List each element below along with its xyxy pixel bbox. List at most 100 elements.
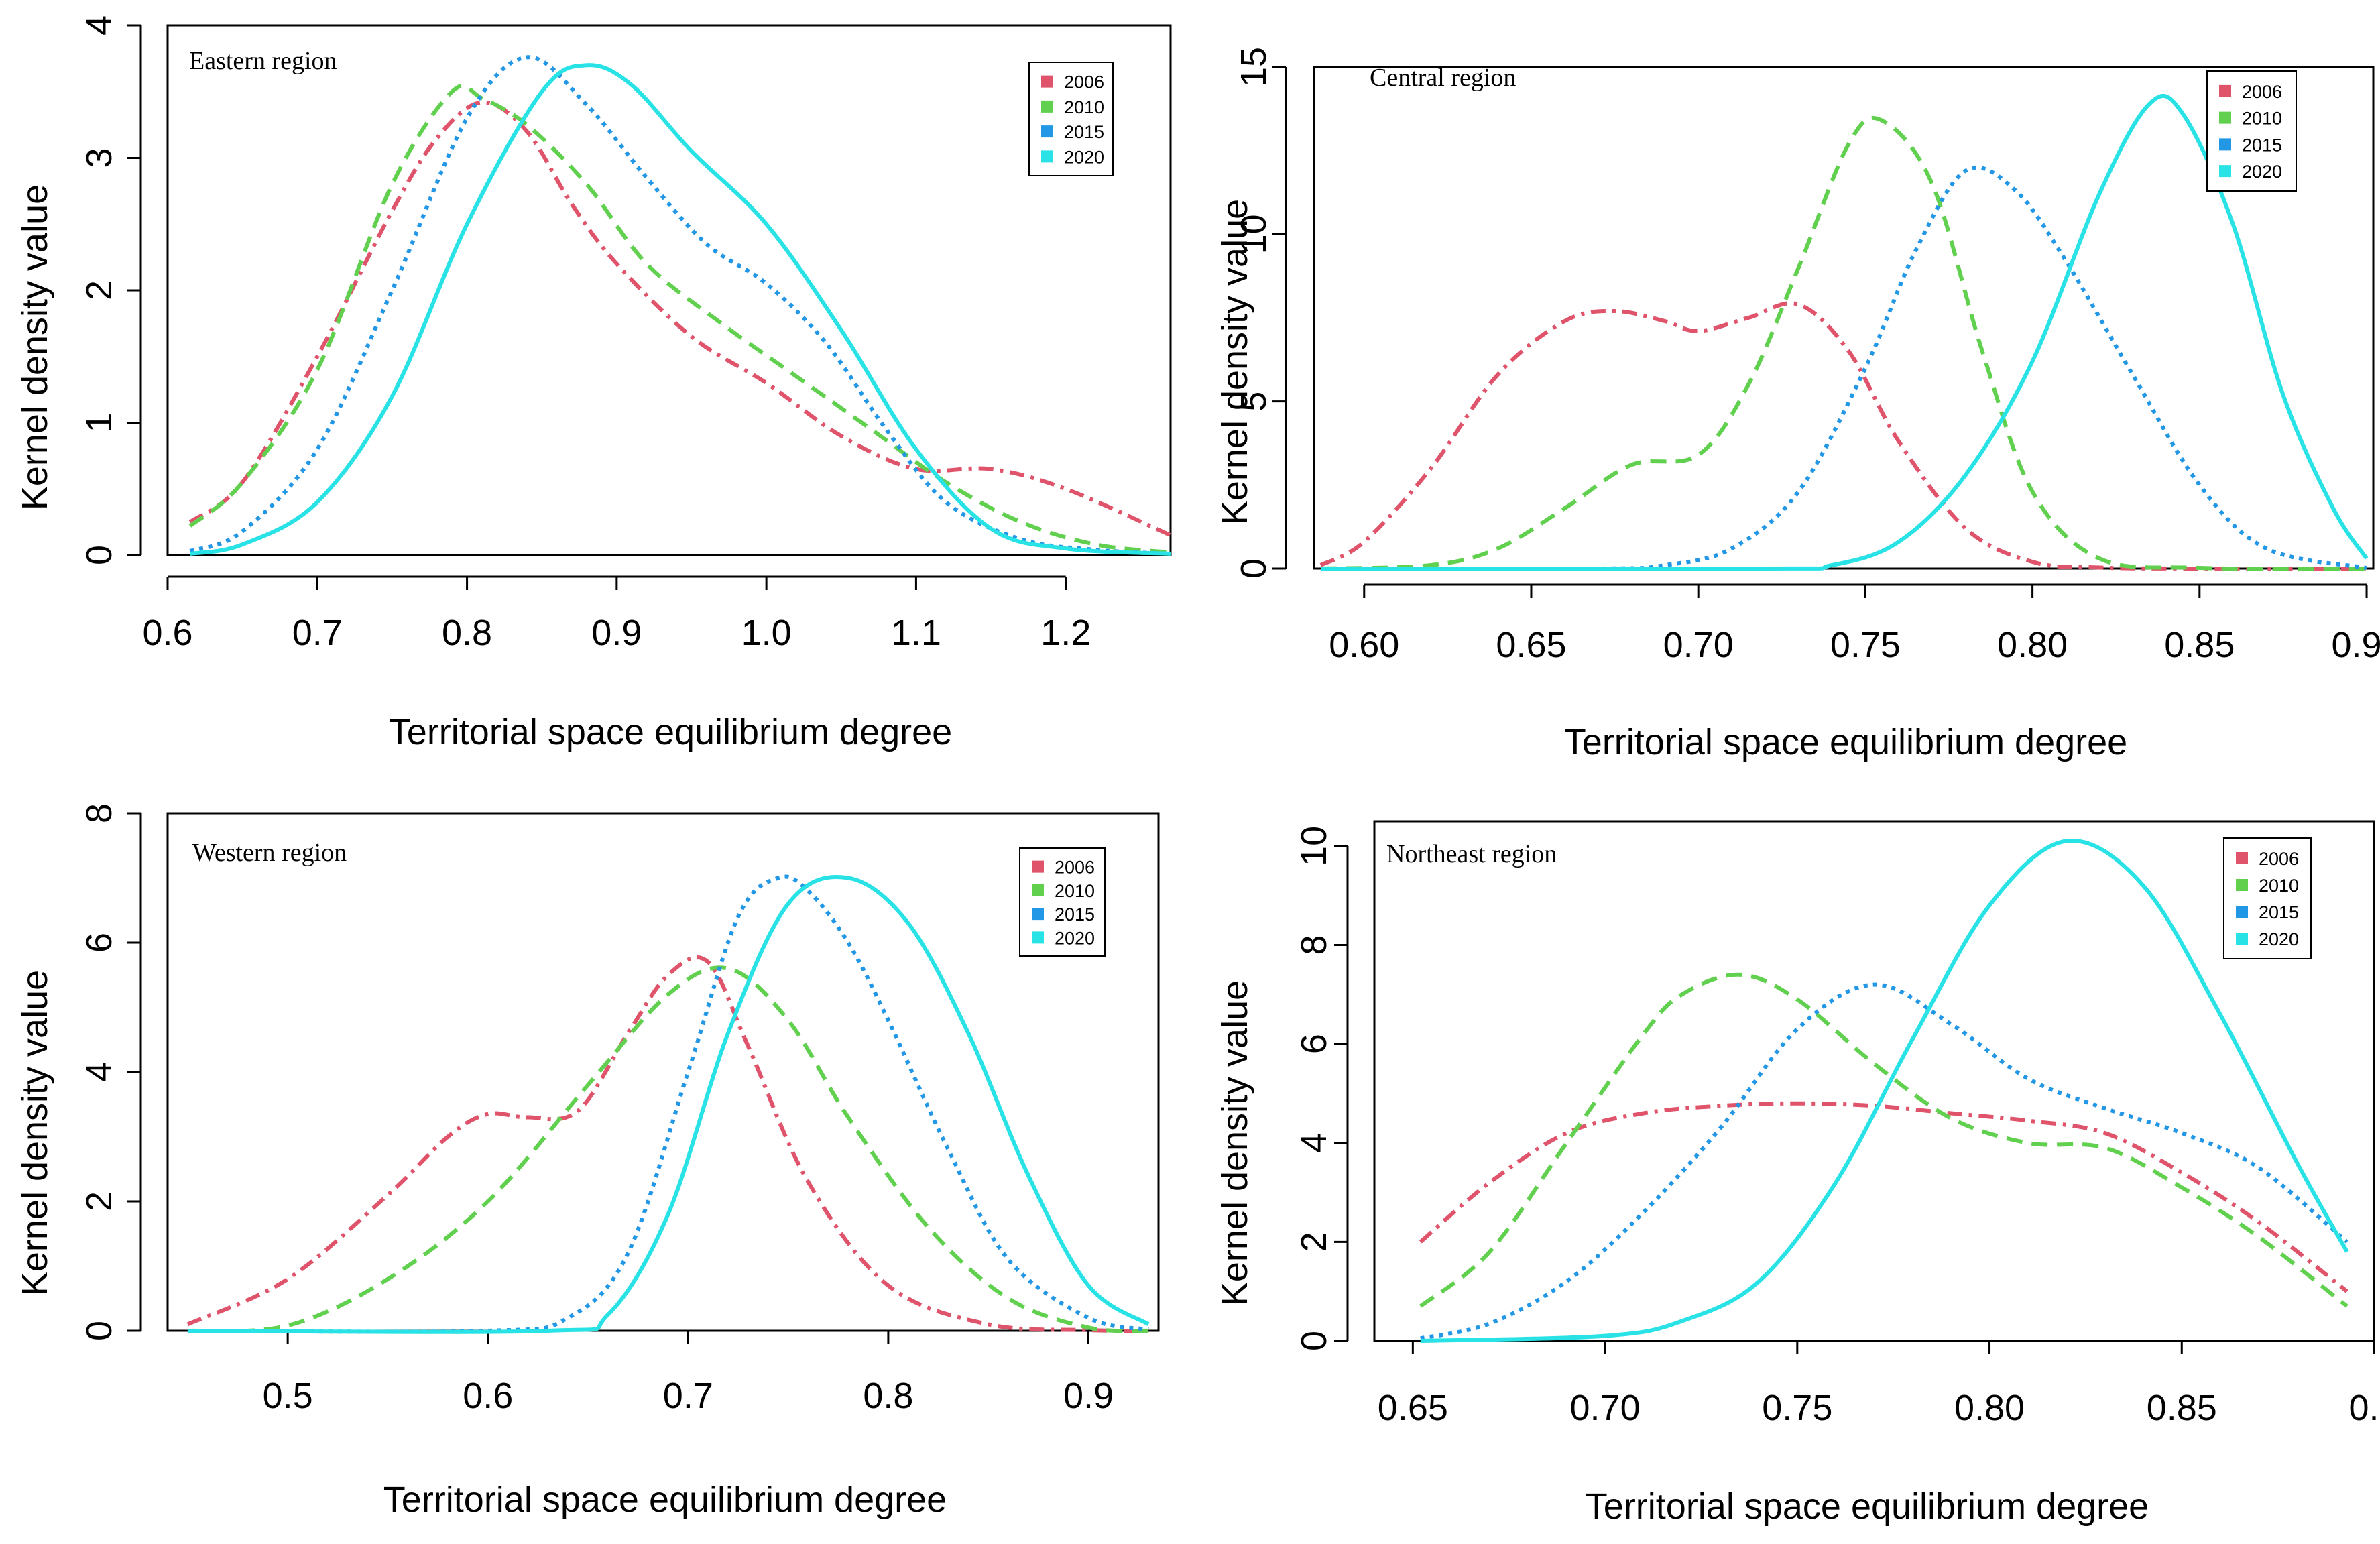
y-tick-label: 4 [79,1062,119,1082]
chart-panel-central: Central region Territorial space equilib… [1190,0,2380,771]
series-line-2020 [187,874,1150,1334]
y-tick-label: 10 [1234,214,1274,254]
legend-swatch-2015 [2219,138,2231,151]
legend-swatch-2010 [2219,111,2231,124]
legend-label-2010: 2010 [1064,97,1104,117]
series-line-2006 [186,955,1149,1333]
plot-area: 0.650.700.750.800.850.902468102006201020… [1294,820,2380,1428]
legend-swatch-2006 [2219,84,2231,97]
y-tick-label: 2 [79,280,119,300]
y-tick-label: 5 [1234,392,1274,412]
legend: 2006 2010 2015 2020 [2206,70,2297,192]
y-tick-label: 2 [1294,1232,1334,1252]
x-axis-title: Territorial space equilibrium degree [1564,722,2127,762]
chart-panel-northeast: Northeast region Territorial space equil… [1190,771,2380,1544]
chart-svg-central: Central region Territorial space equilib… [1215,47,2380,762]
y-tick-label: 1 [79,412,119,432]
legend-swatch-2010 [2236,879,2248,891]
x-tick-label: 0.80 [1997,625,2068,665]
y-axis-title: Kernel density value [1215,199,1255,525]
x-axis-title: Territorial space equilibrium degree [383,1480,947,1520]
y-tick-label: 0 [79,1321,119,1341]
x-tick-label: 0.7 [292,613,343,653]
series-line-2015 [1420,982,2348,1341]
x-tick-label: 0.65 [1378,1388,1448,1428]
legend-swatch-2010 [1041,100,1053,113]
legend-label-2010: 2010 [1055,881,1095,901]
y-tick-label: 4 [79,15,119,36]
legend-swatch-2010 [1032,884,1044,896]
x-tick-label: 0.90 [2331,625,2380,665]
x-tick-label: 0.7 [663,1376,713,1416]
y-tick-label: 2 [79,1191,119,1211]
legend-swatch-2020 [2219,165,2231,178]
y-tick-label: 15 [1234,47,1274,87]
x-tick-label: 0.9 [591,613,642,653]
chart-panel-eastern: Eastern region Territorial space equilib… [0,0,1190,771]
chart-title: Eastern region [189,47,337,75]
series-line-2020 [1320,94,2369,571]
legend: 2006 2010 2015 2020 [1028,62,1114,176]
plot-area: 0.6 0.7 0.8 0.9 1.0 1.1 1.20123420062010201520… [79,15,1172,653]
series-line-2006 [1419,1101,2348,1293]
legend-label-2020: 2020 [2259,929,2299,949]
legend-label-2015: 2015 [1055,904,1095,925]
legend-label-2010: 2010 [2242,109,2282,129]
x-tick-label: 0.6 [142,613,192,653]
chart-svg-eastern: Eastern region Territorial space equilib… [15,15,1172,752]
x-tick-label: 0.9 [1063,1376,1114,1416]
x-tick-label: 0.70 [1663,625,1734,665]
legend: 2006 2010 2015 2020 [2223,837,2312,959]
series-line-2010 [187,965,1149,1333]
legend-label-2006: 2006 [2242,82,2282,102]
legend-swatch-2020 [1041,150,1053,163]
plot-area: 0.5 0.6 0.7 0.8 0.9 0 2 4 6 8 2006 2010 2015 2020 [79,803,1160,1416]
x-tick-label: 1.0 [741,613,792,653]
series-line-2010 [1320,115,2367,571]
x-tick-label: 1.2 [1040,613,1091,653]
y-tick-label: 6 [1294,1034,1334,1054]
y-tick-label: 0 [1294,1331,1334,1351]
x-tick-label: 0.8 [863,1376,913,1416]
x-tick-label: 0.75 [1830,625,1901,665]
x-tick-label: 0.70 [1570,1388,1641,1428]
plot-frame [166,812,1160,1332]
chart-title: Western region [192,839,347,867]
x-tick-label: 0.60 [1329,625,1399,665]
x-tick-label: 0.75 [1762,1388,1832,1428]
legend-label-2015: 2015 [1064,122,1104,142]
x-tick-label: 0.80 [1954,1388,2025,1428]
x-tick-label: 1.1 [891,613,941,653]
legend-swatch-2006 [1032,860,1044,873]
chart-svg-western: Western region Territorial space equilib… [15,803,1160,1520]
x-tick-label: 0.8 [442,613,492,653]
x-axis-title: Territorial space equilibrium degree [1586,1486,2149,1527]
series-line-2015 [187,874,1149,1334]
legend-label-2020: 2020 [2242,162,2282,182]
y-tick-label: 10 [1294,826,1334,866]
x-axis-title: Territorial space equilibrium degree [389,712,952,752]
x-tick-label: 0.85 [2147,1388,2217,1428]
x-tick-label: 0.85 [2164,625,2235,665]
y-tick-label: 8 [79,803,119,823]
series-line-2020 [1420,838,2349,1343]
y-axis-title: Kernel density value [1215,980,1255,1306]
legend-swatch-2015 [2236,906,2248,918]
plot-frame [1313,66,2375,570]
chart-title: Northeast region [1386,840,1557,868]
x-tick-label: 0.5 [263,1376,313,1416]
legend-label-2020: 2020 [1055,928,1095,948]
y-axis-title: Kernel density value [15,184,55,510]
legend-label-2020: 2020 [1064,147,1104,167]
legend-swatch-2020 [1032,931,1044,944]
series-line-2015 [1320,165,2367,571]
series-line-2010 [188,84,1171,554]
series-line-2010 [1419,972,2348,1308]
legend-swatch-2006 [2236,852,2248,864]
legend-label-2015: 2015 [2259,902,2299,923]
y-tick-label: 8 [1294,935,1334,955]
series-line-2020 [189,63,1171,556]
series-line-2006 [188,100,1172,538]
y-tick-label: 6 [79,933,119,953]
y-tick-label: 3 [79,147,119,168]
